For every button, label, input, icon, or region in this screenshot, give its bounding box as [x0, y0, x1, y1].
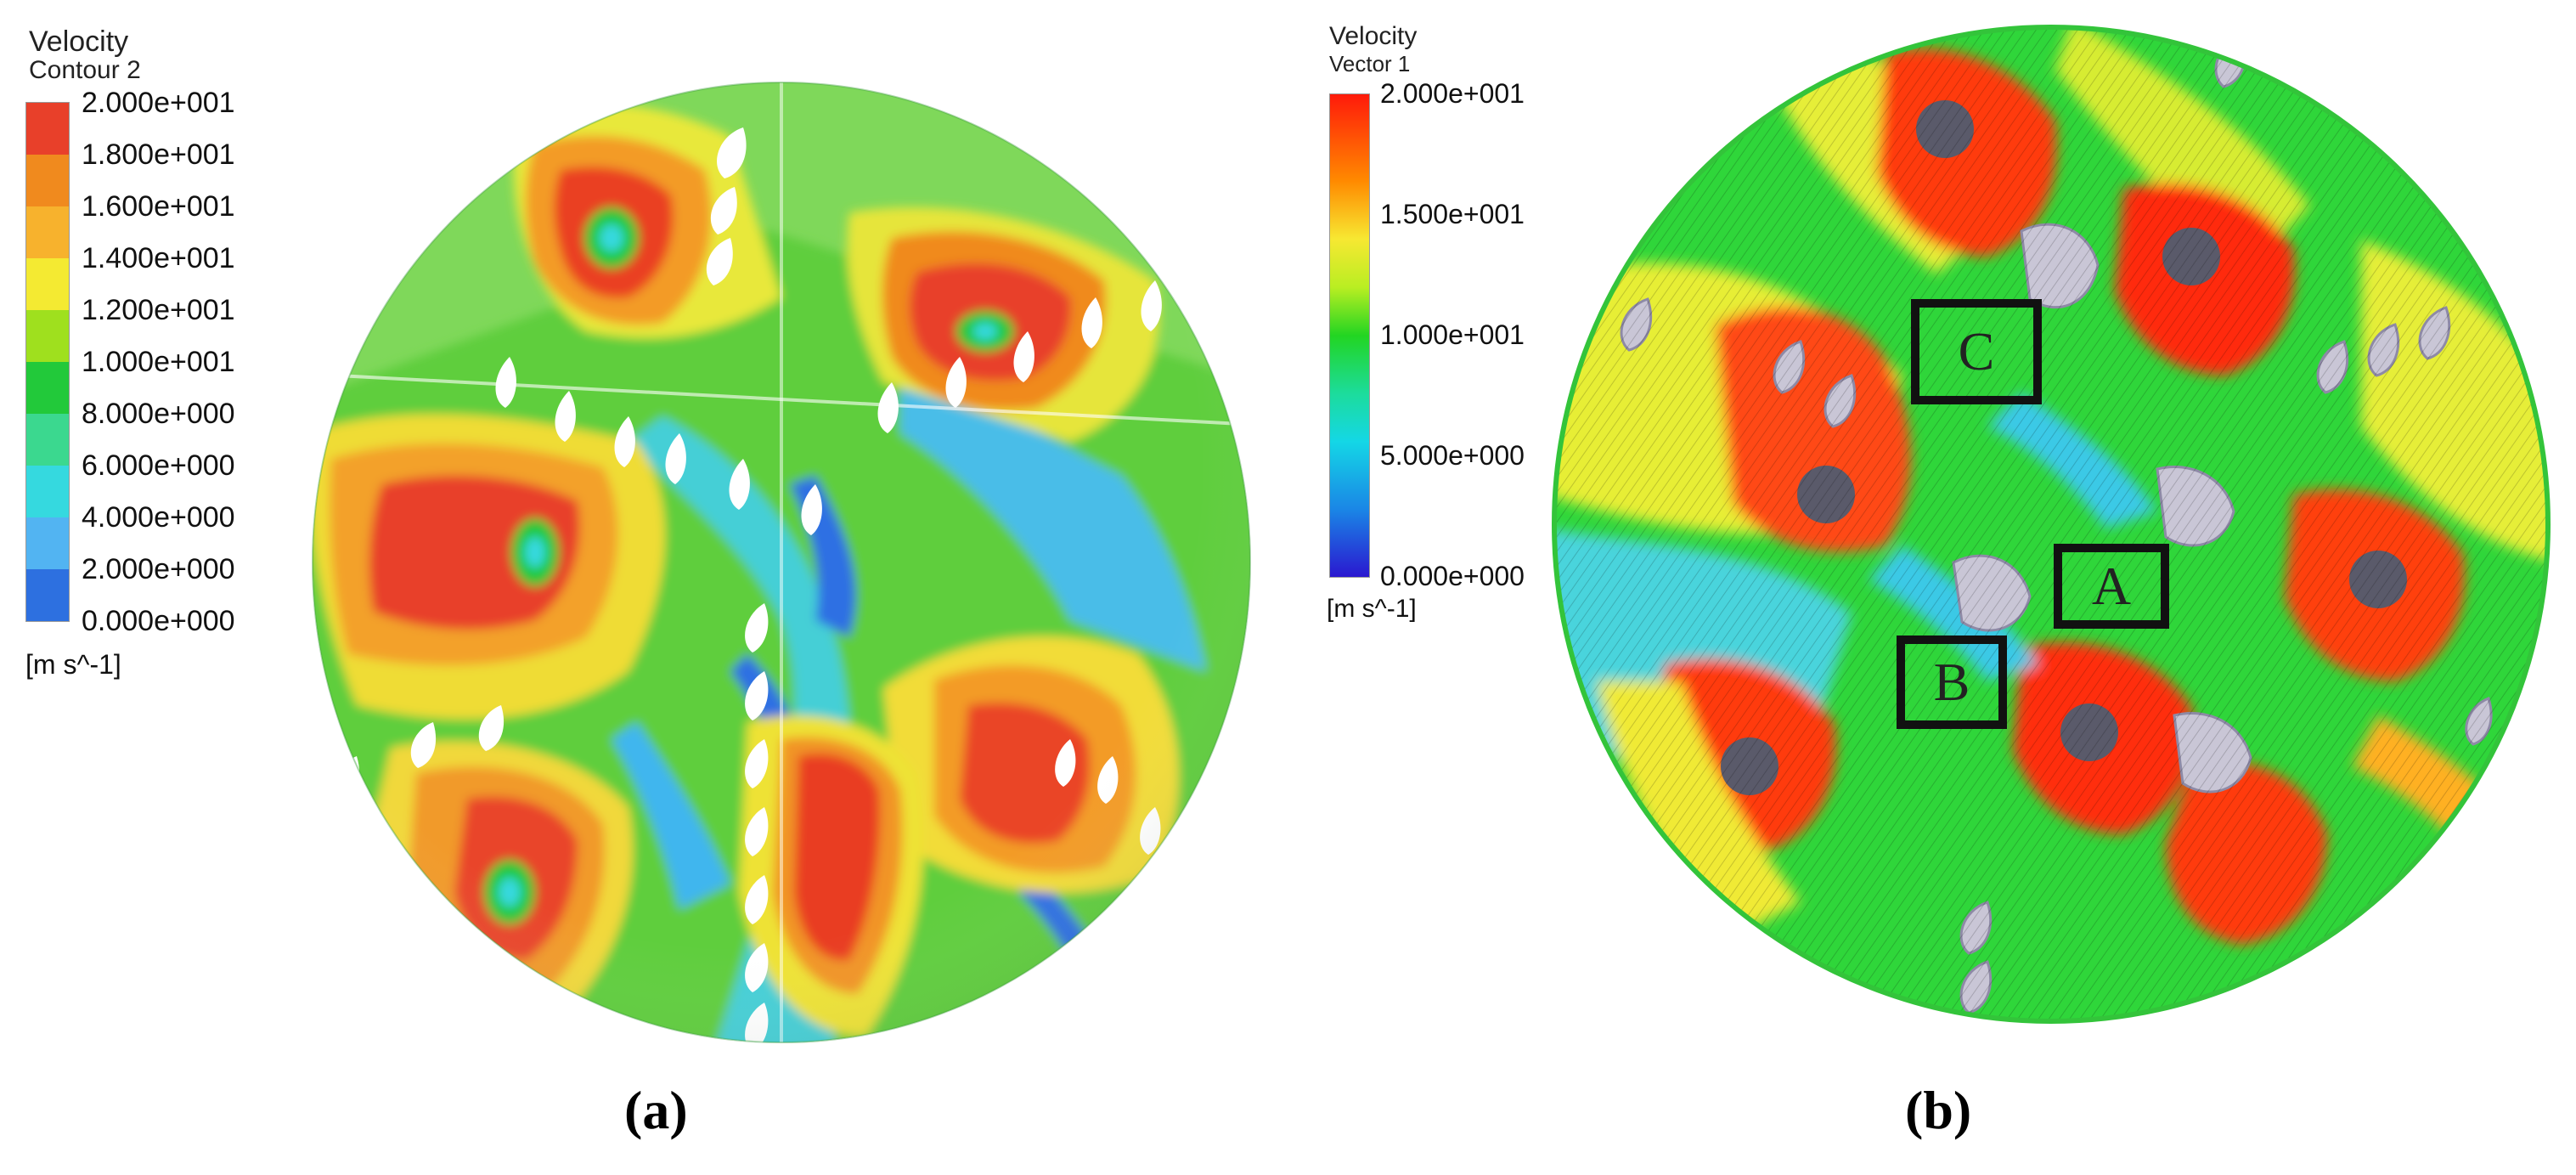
legend-a-tick: 1.600e+001 [82, 190, 235, 223]
legend-a-tick: 4.000e+000 [82, 501, 235, 534]
region-box-a: A [2054, 544, 2169, 629]
legend-a-swatch [26, 258, 69, 310]
legend-a-tick: 1.200e+001 [82, 294, 235, 326]
legend-a-swatch [26, 414, 69, 466]
region-box-b: B [1897, 636, 2007, 729]
legend-b-subtitle: Vector 1 [1329, 51, 1411, 76]
region-label-a: A [2091, 556, 2132, 616]
legend-a-tick: 1.400e+001 [82, 242, 235, 274]
legend-b-title: Velocity [1329, 22, 1418, 50]
region-box-c: C [1911, 299, 2042, 404]
legend-b-colorbar [1329, 93, 1370, 578]
legend-a-colorbar [25, 102, 70, 622]
legend-a-swatch [26, 103, 69, 155]
caption-b: (b) [1905, 1080, 1972, 1140]
region-label-c: C [1958, 321, 1995, 381]
legend-a-swatch [26, 517, 69, 569]
caption-a: (a) [624, 1080, 688, 1140]
legend-b-tick: 1.500e+001 [1380, 199, 1525, 229]
legend-b-tick: 2.000e+001 [1380, 78, 1525, 109]
legend-a-swatch [26, 362, 69, 414]
legend-a-swatch [26, 569, 69, 621]
legend-a-subtitle: Contour 2 [29, 56, 141, 84]
legend-a-swatch [26, 155, 69, 206]
legend-a-tick: 1.800e+001 [82, 138, 235, 171]
legend-a-unit: [m s^-1] [25, 649, 121, 680]
legend-b-tick: 5.000e+000 [1380, 440, 1525, 471]
velocity-vector-disk [1552, 25, 2551, 1024]
region-label-b: B [1933, 652, 1970, 712]
legend-a-tick: 6.000e+000 [82, 449, 235, 482]
legend-a-swatch [26, 206, 69, 258]
legend-a-swatch [26, 466, 69, 517]
legend-a-tick: 1.000e+001 [82, 346, 235, 378]
legend-a-tick: 0.000e+000 [82, 605, 235, 637]
legend-a-swatch [26, 310, 69, 362]
legend-a-tick: 8.000e+000 [82, 398, 235, 430]
legend-a-tick: 2.000e+000 [82, 553, 235, 585]
legend-b-tick: 1.000e+001 [1380, 319, 1525, 350]
legend-b-tick: 0.000e+000 [1380, 561, 1525, 591]
legend-a-title: Velocity [29, 25, 129, 58]
legend-a-tick: 2.000e+001 [82, 87, 235, 119]
velocity-contour-sphere [312, 82, 1251, 1043]
legend-b-unit: [m s^-1] [1327, 595, 1417, 623]
